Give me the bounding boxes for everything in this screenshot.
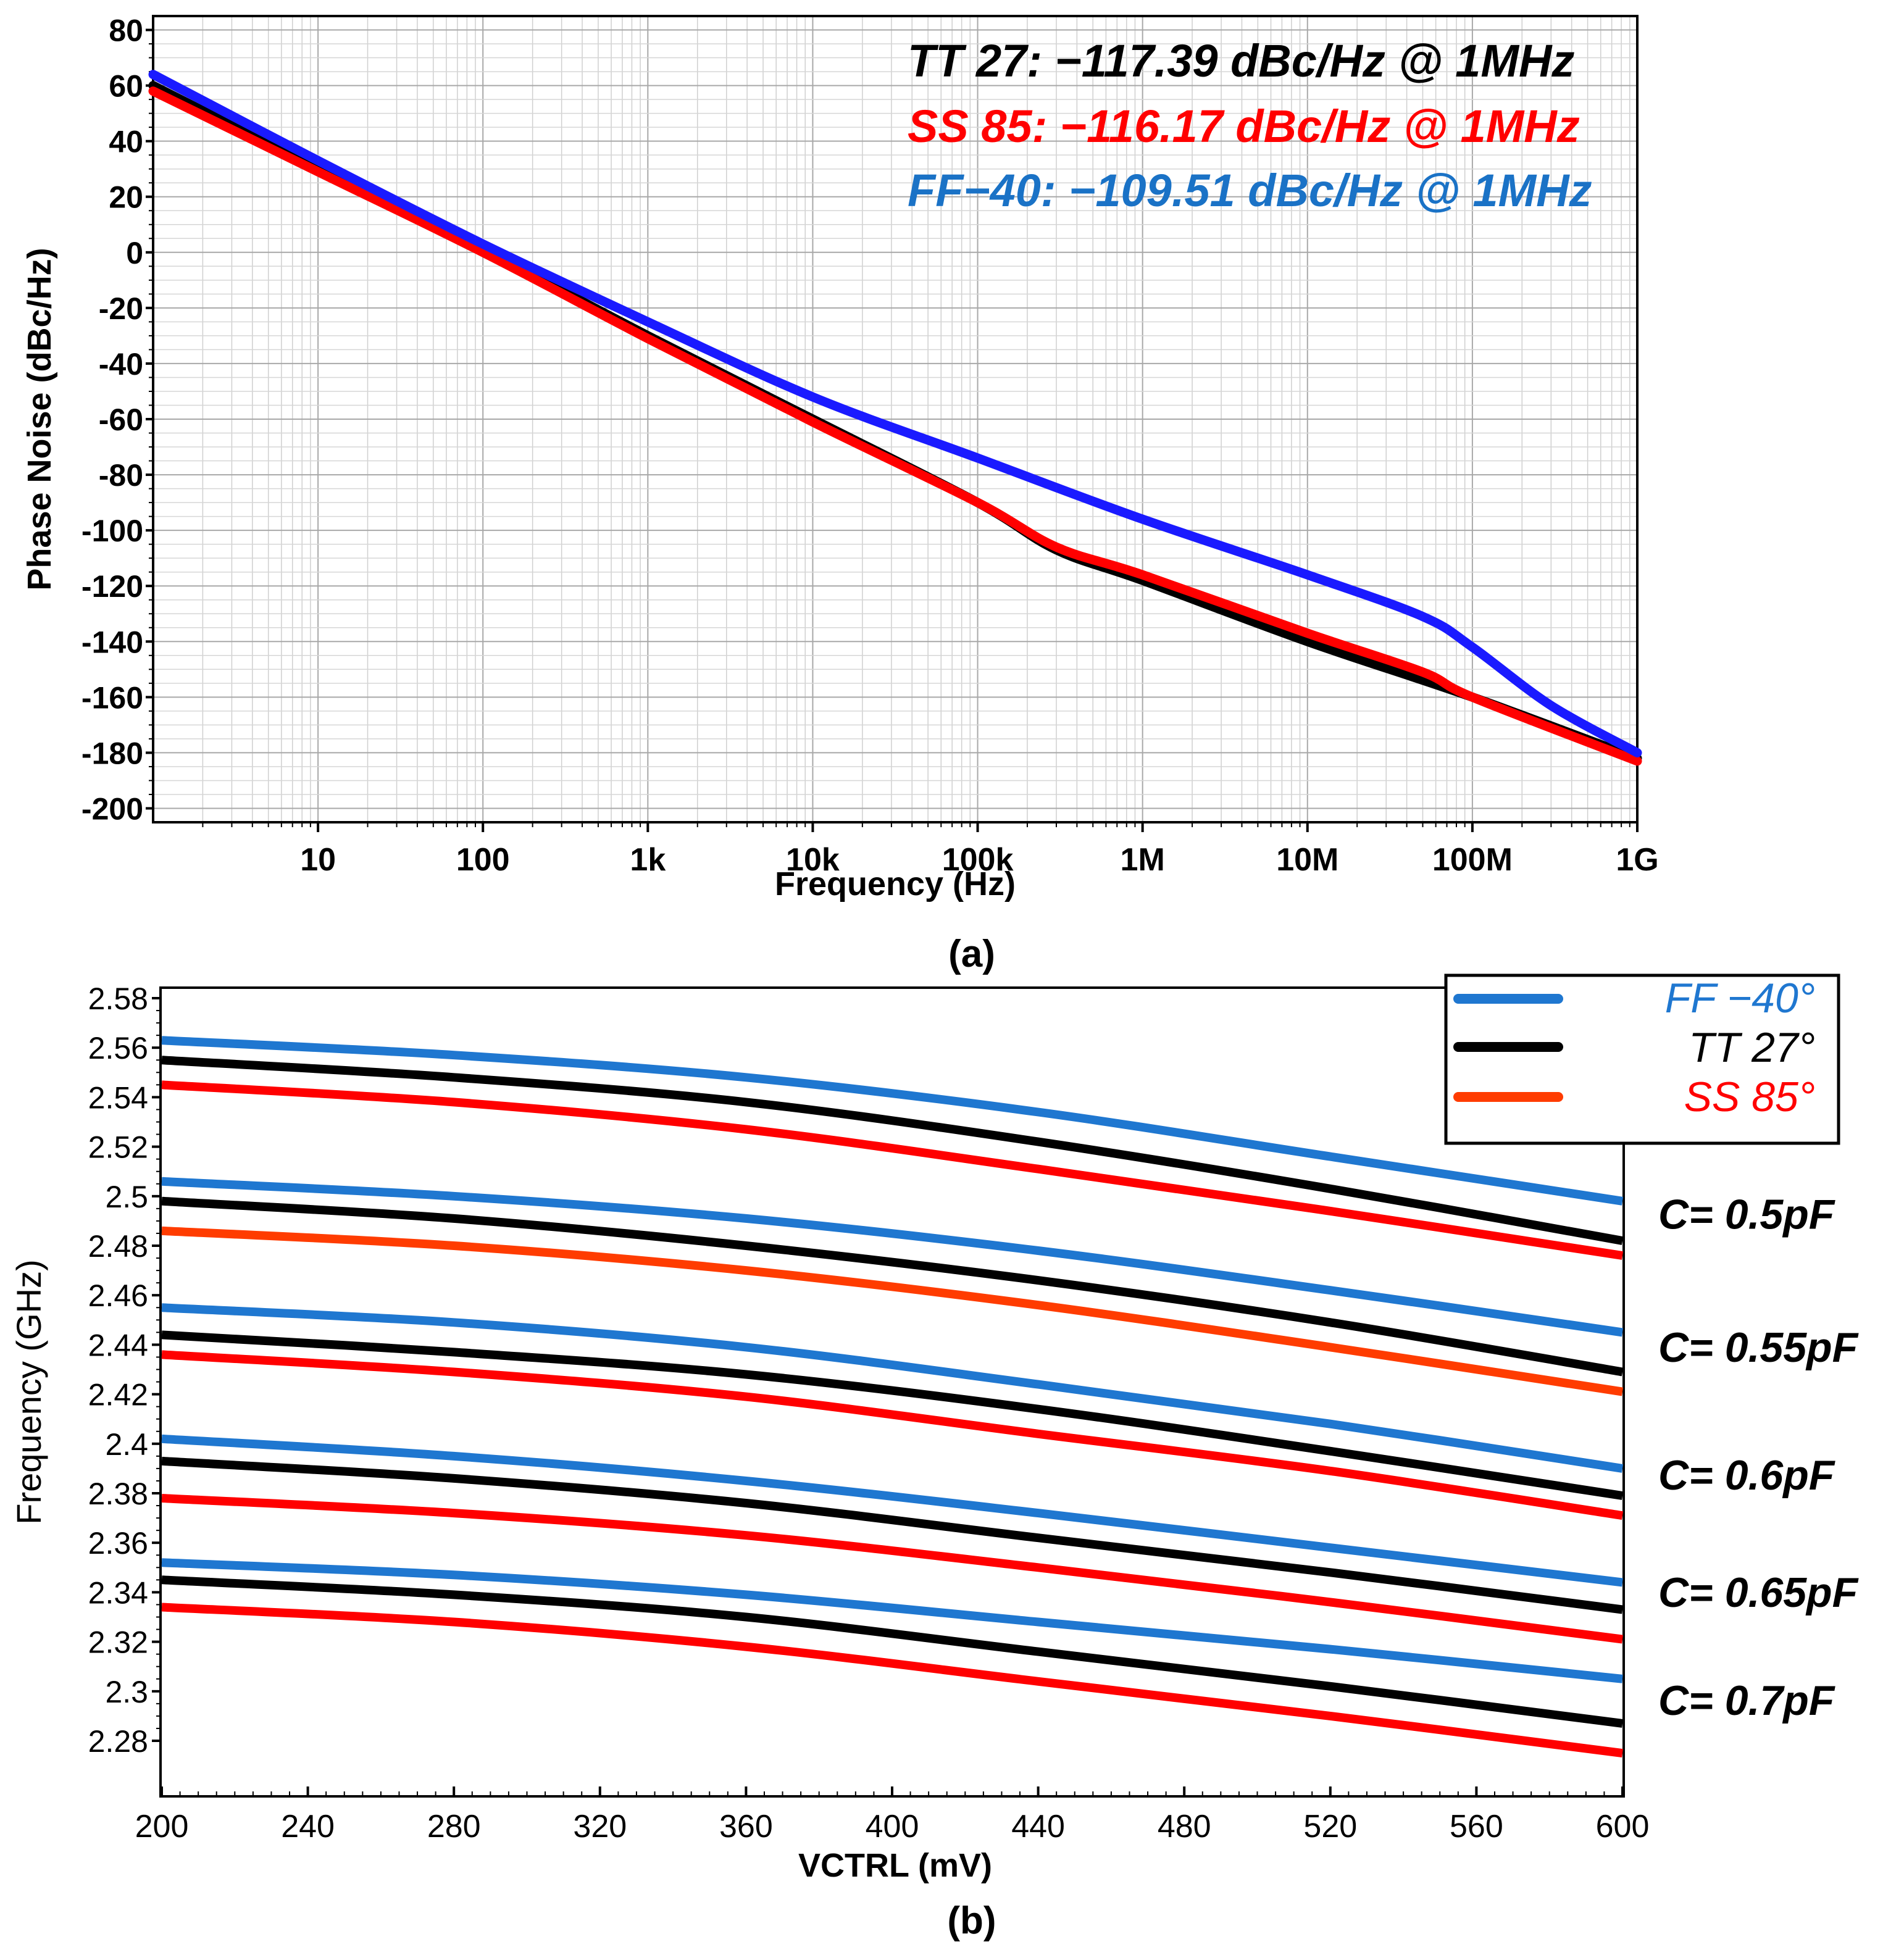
frequency-line-c-0-6pf-tt-27	[161, 1330, 1624, 1500]
phase-noise-ytick-label: -160	[81, 680, 143, 715]
frequency-xtick-label: 280	[427, 1809, 481, 1845]
phase-noise-xtick-label: 10k	[786, 842, 840, 878]
frequency-line-c-0-7pf-ss-85	[161, 1603, 1623, 1758]
panel-b-label: (b)	[947, 1899, 996, 1942]
phase-noise-series	[148, 70, 1642, 766]
phase-noise-ytick-label: 60	[109, 69, 143, 104]
phase-noise-xtick-label: 1M	[1121, 842, 1165, 878]
phase-noise-ytick-label: -120	[81, 569, 143, 604]
frequency-vctrl-chart: 2.58 2.56 2.54 2.52 2.5 2.48 2.46 2.44 2.42 2.4 2.…	[9, 973, 1859, 1942]
frequency-xtick-label: 480	[1158, 1809, 1211, 1845]
frequency-ytick-label: 2.46	[88, 1278, 148, 1313]
phase-noise-ytick-label: -20	[99, 291, 143, 326]
frequency-ytick-label: 2.4	[105, 1427, 148, 1462]
frequency-line-c-0-7pf-ff-40	[161, 1558, 1623, 1683]
legend-label-tt: TT 27°	[1689, 1024, 1815, 1071]
phase-noise-annotations: TT 27: −117.39 dBc/Hz @ 1MHz SS 85: −116.…	[908, 35, 1592, 216]
frequency-xtick-label: 400	[866, 1809, 919, 1845]
frequency-line-c-0-6pf-ff-40	[161, 1303, 1624, 1473]
phase-noise-line-ss-85	[148, 86, 1642, 766]
frequency-xtick-label: 240	[281, 1809, 335, 1845]
capacitance-label-c-0-55pf: C= 0.55pF	[1658, 1324, 1859, 1371]
frequency-xtick-label: 440	[1011, 1809, 1065, 1845]
frequency-xlabel: VCTRL (mV)	[798, 1847, 992, 1884]
capacitance-label-c-0-6pf: C= 0.6pF	[1658, 1452, 1835, 1499]
frequency-ytick-label: 2.5	[105, 1180, 148, 1214]
frequency-line-c-0-55pf-ff-40	[161, 1177, 1624, 1337]
phase-noise-ytick-label: -180	[81, 736, 143, 770]
frequency-line-c-0-5pf-ff-40	[161, 1036, 1624, 1206]
phase-noise-ylabel: Phase Noise (dBc/Hz)	[21, 248, 58, 590]
frequency-line-c-0-55pf-ss-85	[161, 1226, 1624, 1396]
frequency-line-c-0-65pf-tt-27	[161, 1456, 1623, 1614]
frequency-ylabel: Frequency (GHz)	[9, 1259, 48, 1524]
phase-noise-ytick-label: 40	[109, 125, 143, 159]
frequency-ticks: 2.58 2.56 2.54 2.52 2.5 2.48 2.46 2.44 2.42 2.4 2.…	[88, 982, 1650, 1845]
frequency-ytick-label: 2.44	[88, 1328, 148, 1362]
phase-noise-ytick-label: 80	[109, 14, 143, 48]
frequency-line-c-0-65pf-ss-85	[161, 1494, 1623, 1644]
frequency-ytick-label: 2.56	[88, 1031, 148, 1065]
frequency-xtick-label: 600	[1596, 1809, 1650, 1845]
phase-noise-ytick-label: -60	[99, 402, 143, 437]
phase-noise-chart: 80 60 40 20 0 -20 -40 -60 -80 -100 -120 -140 -160 -18…	[21, 14, 1659, 975]
legend-label-ff: FF −40°	[1665, 975, 1815, 1022]
frequency-xtick-label: 360	[719, 1809, 773, 1845]
frequency-ytick-label: 2.34	[88, 1575, 148, 1610]
panel-a-label: (a)	[948, 933, 995, 975]
phase-noise-ytick-label: -140	[81, 625, 143, 659]
frequency-ytick-label: 2.36	[88, 1526, 148, 1561]
phase-noise-ytick-label: 20	[109, 180, 143, 215]
phase-noise-ytick-label: -100	[81, 514, 143, 548]
frequency-ytick-label: 2.52	[88, 1130, 148, 1165]
frequency-series	[161, 1036, 1624, 1758]
frequency-ytick-label: 2.28	[88, 1724, 148, 1759]
phase-noise-ticks: 80 60 40 20 0 -20 -40 -60 -80 -100 -120 -140 -160 -18…	[81, 14, 1659, 878]
phase-noise-xtick-label: 10M	[1276, 842, 1338, 878]
frequency-ytick-label: 2.32	[88, 1625, 148, 1660]
frequency-ytick-label: 2.48	[88, 1229, 148, 1264]
frequency-ytick-label: 2.38	[88, 1477, 148, 1511]
capacitance-labels: C= 0.5pF C= 0.55pF C= 0.6pF C= 0.65pF C= 0.7…	[1658, 1191, 1859, 1724]
legend-label-ss: SS 85°	[1684, 1073, 1815, 1120]
frequency-ytick-label: 2.54	[88, 1080, 148, 1115]
frequency-xtick-label: 200	[135, 1809, 189, 1845]
capacitance-label-c-0-65pf: C= 0.65pF	[1658, 1569, 1859, 1616]
phase-noise-ytick-label: 0	[126, 236, 143, 270]
frequency-xtick-label: 520	[1303, 1809, 1357, 1845]
phase-noise-xtick-label: 100M	[1432, 842, 1513, 878]
phase-noise-annotation: SS 85: −116.17 dBc/Hz @ 1MHz	[908, 101, 1580, 152]
phase-noise-line-ff-40	[148, 70, 1642, 757]
capacitance-label-c-0-7pf: C= 0.7pF	[1658, 1677, 1835, 1724]
frequency-xtick-label: 320	[573, 1809, 627, 1845]
phase-noise-xtick-label: 100k	[942, 842, 1014, 878]
phase-noise-ytick-label: -200	[81, 791, 143, 826]
phase-noise-xtick-label: 10	[300, 842, 336, 878]
frequency-ytick-label: 2.3	[105, 1675, 148, 1709]
frequency-ytick-label: 2.58	[88, 982, 148, 1016]
phase-noise-xtick-label: 1G	[1616, 842, 1658, 878]
frequency-line-c-0-7pf-tt-27	[161, 1575, 1623, 1728]
phase-noise-annotation: FF−40: −109.51 dBc/Hz @ 1MHz	[908, 165, 1592, 216]
capacitance-label-c-0-5pf: C= 0.5pF	[1658, 1191, 1835, 1238]
frequency-line-c-0-55pf-tt-27	[161, 1196, 1624, 1377]
phase-noise-ytick-label: -80	[99, 458, 143, 493]
phase-noise-grid	[153, 16, 1637, 822]
phase-noise-xlabel: Frequency (Hz)	[775, 865, 1016, 902]
frequency-ytick-label: 2.42	[88, 1378, 148, 1412]
frequency-line-c-0-6pf-ss-85	[161, 1350, 1624, 1520]
phase-noise-xtick-label: 100	[456, 842, 510, 878]
frequency-line-c-0-5pf-ss-85	[161, 1080, 1624, 1260]
frequency-legend: FF −40° TT 27° SS 85°	[1444, 973, 1840, 1145]
frequency-xtick-label: 560	[1450, 1809, 1503, 1845]
frequency-line-c-0-5pf-tt-27	[161, 1056, 1624, 1245]
phase-noise-ytick-label: -40	[99, 347, 143, 381]
phase-noise-xtick-label: 1k	[630, 842, 666, 878]
frequency-line-c-0-65pf-ff-40	[161, 1434, 1623, 1587]
phase-noise-annotation: TT 27: −117.39 dBc/Hz @ 1MHz	[908, 35, 1574, 86]
